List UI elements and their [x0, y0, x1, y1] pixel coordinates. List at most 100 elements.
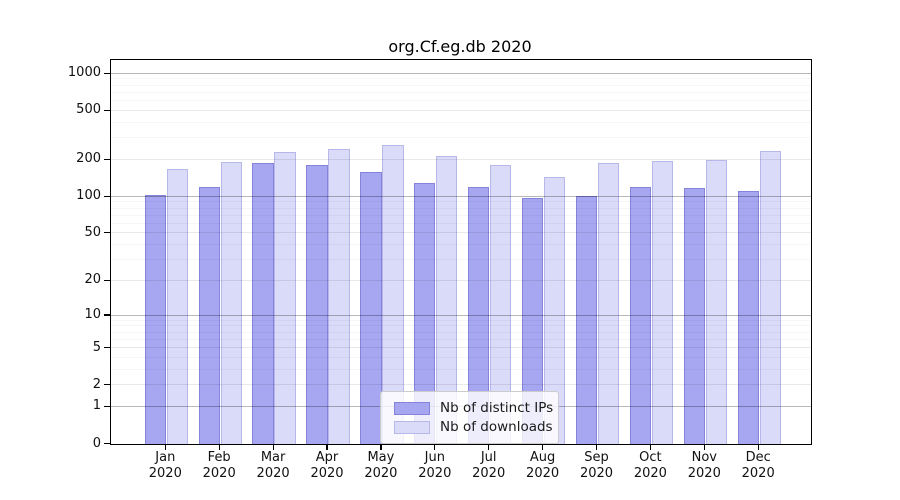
grid-line-minor-40: [111, 244, 811, 245]
y-tick-mark-1: [104, 405, 110, 408]
grid-line-20: [111, 279, 811, 281]
grid-line-minor-400: [111, 122, 811, 123]
x-tick-mark-nov: [703, 444, 705, 450]
x-tick-label-aug: Aug 2020: [515, 450, 571, 483]
grid-line-minor-80: [111, 208, 811, 209]
x-tick-label-oct: Oct 2020: [622, 450, 678, 483]
grid-line-minor-30: [111, 259, 811, 260]
chart-title: org.Cf.eg.db 2020: [388, 37, 532, 56]
legend: Nb of distinct IPs Nb of downloads: [380, 391, 559, 444]
x-tick-label-jan: Jan 2020: [137, 450, 193, 483]
bar-jul-distinct-ips: [468, 187, 490, 444]
x-tick-label-apr: Apr 2020: [299, 450, 355, 483]
bar-jun-distinct-ips: [414, 183, 436, 444]
x-tick-month: Oct: [639, 449, 662, 465]
bar-nov-distinct-ips: [683, 187, 705, 444]
bar-dec-distinct-ips: [737, 190, 759, 444]
x-tick-label-sep: Sep 2020: [569, 450, 625, 483]
x-tick-month: Sep: [584, 449, 609, 465]
y-tick-label-20: 20: [84, 272, 101, 288]
x-tick-year: 2020: [364, 466, 398, 481]
y-tick-label-200: 200: [76, 151, 101, 167]
x-tick-label-nov: Nov 2020: [676, 450, 732, 483]
y-tick-mark-500: [104, 109, 110, 111]
grid-line-500: [111, 109, 811, 111]
x-tick-label-mar: Mar 2020: [245, 450, 301, 483]
x-tick-mark-dec: [757, 444, 759, 450]
x-tick-label-may: May 2020: [353, 450, 409, 483]
bar-sep-distinct-ips: [575, 196, 598, 444]
bar-dec-downloads: [759, 150, 781, 444]
x-tick-mark-may: [380, 444, 382, 450]
grid-line-minor-8: [111, 325, 811, 326]
x-tick-month: Apr: [315, 449, 339, 465]
x-tick-year: 2020: [202, 466, 236, 481]
grid-line-10: [111, 314, 811, 316]
grid-line-100: [111, 195, 811, 197]
grid-line-5: [111, 347, 811, 348]
x-tick-month: Dec: [745, 449, 771, 465]
x-tick-mark-sep: [595, 444, 598, 450]
bar-mar-distinct-ips: [252, 163, 274, 444]
grid-line-minor-300: [111, 137, 811, 138]
grid-line-1000: [111, 72, 811, 74]
y-tick-mark-50: [104, 232, 110, 234]
bar-sep-downloads: [597, 163, 620, 444]
x-tick-mark-oct: [649, 444, 652, 450]
y-tick-label-100: 100: [76, 188, 101, 204]
grid-line-minor-3: [111, 369, 811, 370]
grid-line-minor-600: [111, 100, 811, 101]
bar-feb-distinct-ips: [198, 187, 220, 444]
x-tick-year: 2020: [579, 466, 614, 481]
grid-line-minor-6: [111, 339, 811, 340]
bar-jul-downloads: [490, 165, 512, 444]
bar-feb-downloads: [220, 162, 242, 444]
x-tick-year: 2020: [418, 466, 452, 481]
x-tick-label-jun: Jun 2020: [407, 450, 463, 483]
y-tick-label-5: 5: [92, 339, 101, 355]
y-tick-mark-5: [104, 346, 110, 349]
y-tick-mark-20: [104, 279, 110, 281]
x-tick-month: Jul: [480, 449, 497, 465]
x-tick-month: Mar: [260, 449, 286, 465]
x-tick-month: Jun: [424, 449, 445, 465]
bar-mar-downloads: [274, 151, 296, 444]
bar-aug-downloads: [543, 176, 566, 444]
y-tick-label-50: 50: [84, 224, 101, 240]
y-tick-mark-200: [104, 158, 110, 160]
x-tick-year: 2020: [256, 466, 290, 481]
x-tick-month: May: [367, 449, 395, 465]
bar-may-downloads: [382, 145, 404, 444]
legend-item-distinct-ips: Nb of distinct IPs: [394, 400, 553, 416]
legend-label-downloads: Nb of downloads: [440, 419, 553, 435]
x-tick-mark-mar: [272, 444, 274, 450]
y-tick-mark-10: [104, 314, 110, 316]
x-tick-year: 2020: [687, 466, 721, 481]
grid-line-200: [111, 158, 811, 160]
y-tick-mark-2: [104, 384, 110, 386]
bar-nov-downloads: [705, 160, 727, 444]
grid-line-minor-7: [111, 332, 811, 333]
x-tick-mark-jul: [488, 444, 490, 450]
grid-line-minor-900: [111, 78, 811, 79]
x-tick-year: 2020: [472, 466, 506, 481]
legend-swatch-downloads: [394, 420, 430, 434]
bar-aug-distinct-ips: [521, 198, 544, 444]
grid-line-2: [111, 384, 811, 386]
y-tick-label-2: 2: [92, 376, 101, 392]
legend-item-downloads: Nb of downloads: [394, 419, 553, 435]
y-tick-mark-100: [104, 195, 110, 197]
x-tick-year: 2020: [526, 466, 560, 481]
x-tick-mark-feb: [218, 444, 220, 450]
y-tick-mark-0: [104, 442, 110, 445]
grid-line-minor-700: [111, 92, 811, 93]
bar-apr-distinct-ips: [306, 165, 328, 444]
x-tick-month: Aug: [529, 449, 556, 465]
plot-area: [110, 59, 812, 445]
bar-may-distinct-ips: [360, 171, 382, 444]
grid-line-minor-9: [111, 320, 811, 321]
grid-line-50: [111, 232, 811, 234]
x-tick-mark-jun: [434, 444, 436, 450]
x-tick-month: Nov: [691, 449, 717, 465]
